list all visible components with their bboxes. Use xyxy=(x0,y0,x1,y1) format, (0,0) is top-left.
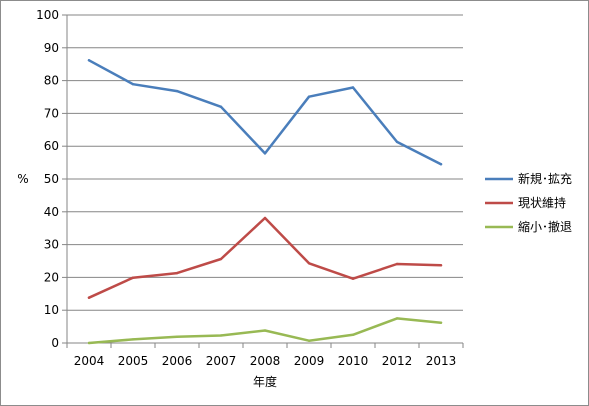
legend-label: 縮小･撤退 xyxy=(518,219,572,234)
data-point xyxy=(175,89,179,93)
x-tick-label: 2010 xyxy=(338,354,369,368)
x-tick-label: 2012 xyxy=(382,354,413,368)
y-tick-label: 100 xyxy=(36,8,59,22)
y-tick-label: 60 xyxy=(44,139,59,153)
data-point xyxy=(351,333,355,336)
data-point xyxy=(439,321,443,324)
data-point xyxy=(219,334,223,337)
y-tick-label: 80 xyxy=(44,74,59,88)
data-point xyxy=(307,262,311,265)
y-tick-label: 50 xyxy=(44,172,59,186)
y-tick-label: 0 xyxy=(51,336,59,350)
data-point xyxy=(351,277,355,280)
series-line-1 xyxy=(87,59,443,166)
data-point xyxy=(263,329,267,332)
data-point xyxy=(395,317,399,320)
y-axis-title: % xyxy=(17,172,28,186)
data-point xyxy=(307,95,311,98)
data-point xyxy=(263,152,267,155)
y-tick-label: 90 xyxy=(44,41,59,55)
legend-label: 新規･拡充 xyxy=(518,171,572,186)
data-point xyxy=(87,341,91,345)
x-tick-label: 2009 xyxy=(294,354,325,368)
data-point xyxy=(439,163,443,166)
y-tick-label: 20 xyxy=(44,270,59,284)
data-point xyxy=(219,105,223,109)
legend-label: 現状維持 xyxy=(518,195,566,210)
y-tick-label: 30 xyxy=(44,238,59,252)
y-tick-label: 10 xyxy=(44,303,59,317)
data-point xyxy=(439,264,443,267)
data-point xyxy=(307,339,311,342)
data-point xyxy=(131,83,135,86)
data-point xyxy=(87,59,91,62)
x-tick-label: 2013 xyxy=(426,354,457,368)
x-tick-label: 2006 xyxy=(162,354,193,368)
x-axis-title: 年度 xyxy=(253,374,277,389)
data-point xyxy=(131,276,135,279)
series-line-2 xyxy=(87,216,443,299)
data-point xyxy=(87,296,91,299)
x-tick-label: 2007 xyxy=(206,354,237,368)
data-point xyxy=(131,338,135,341)
data-point xyxy=(263,216,267,220)
data-point xyxy=(395,262,399,266)
y-tick-label: 70 xyxy=(44,106,59,120)
x-tick-label: 2008 xyxy=(250,354,281,368)
x-tick-label: 2004 xyxy=(74,354,105,368)
y-tick-label: 40 xyxy=(44,205,59,219)
data-point xyxy=(351,86,355,89)
data-point xyxy=(175,271,179,275)
data-point xyxy=(395,140,399,144)
data-point xyxy=(219,257,223,261)
data-point xyxy=(175,335,179,338)
x-tick-label: 2005 xyxy=(118,354,149,368)
